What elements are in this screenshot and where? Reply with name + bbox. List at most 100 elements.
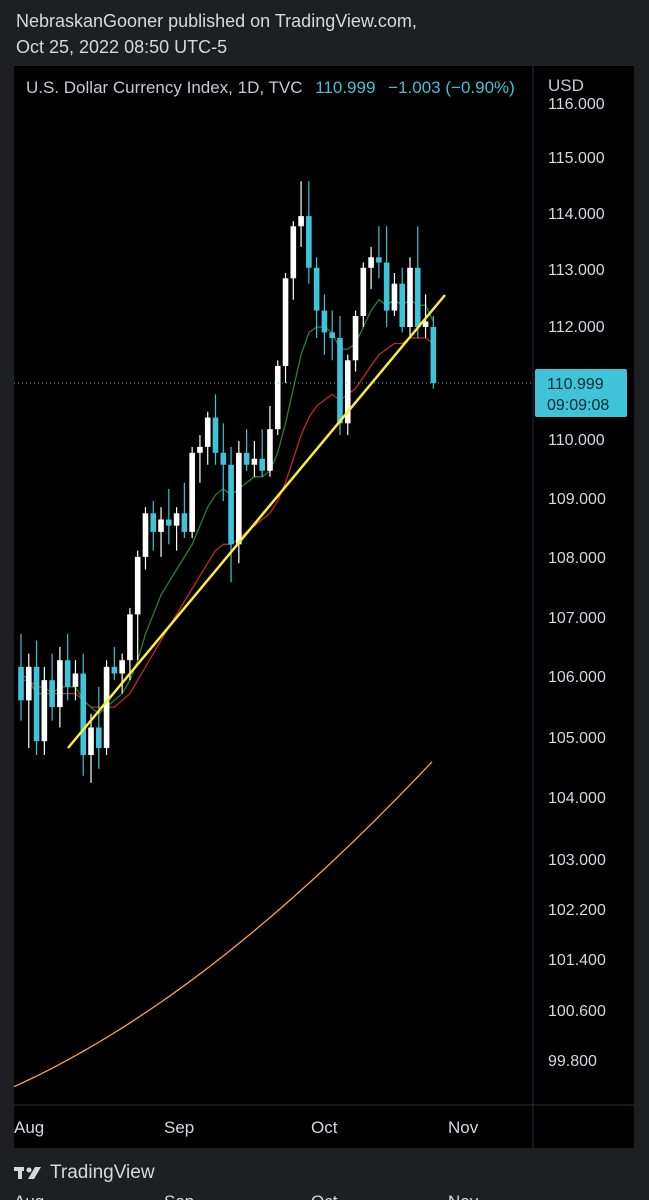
candle-body [422, 321, 429, 327]
candle-up [422, 294, 429, 339]
candle-up [127, 607, 133, 681]
x-tick-label-secondary: Sep [164, 1192, 194, 1200]
y-tick-label: 116.000 [548, 96, 605, 113]
brand-label: TradingView [50, 1162, 155, 1183]
x-tick-label-secondary: Aug [14, 1192, 44, 1200]
candle-up [407, 257, 413, 339]
candle-body [41, 680, 48, 742]
y-tick-label: 110.000 [548, 432, 605, 449]
candle-down [383, 226, 390, 327]
ema-slow-line [21, 337, 434, 708]
candle-down [80, 653, 87, 776]
chart-panel[interactable] [14, 66, 634, 1148]
ema-fast-line [20, 298, 434, 715]
candle-up [267, 405, 273, 477]
candle-body [251, 458, 258, 465]
chart-legend: U.S. Dollar Currency Index, 1D, TVC 110.… [26, 78, 515, 98]
candle-body [173, 513, 180, 526]
candle-body [72, 673, 79, 687]
candle-body [96, 727, 102, 749]
candle-up [173, 507, 180, 551]
candle-body [119, 660, 125, 674]
candle-down [259, 429, 265, 477]
y-tick-label: 108.000 [548, 550, 606, 567]
last-price-countdown: 09:09:08 [547, 397, 609, 414]
candle-body [290, 226, 297, 279]
publisher-line: NebraskanGooner published on TradingView… [16, 11, 417, 31]
price-change-label: −1.003 (−0.90%) [388, 78, 515, 97]
candle-up [189, 446, 195, 539]
y-tick-label: 102.200 [548, 902, 606, 919]
x-tick-label-secondary: Nov [448, 1192, 479, 1200]
candle-body [352, 316, 359, 361]
y-tick-label: 107.000 [548, 610, 606, 627]
candle-down [111, 647, 118, 681]
candle-body [306, 216, 312, 268]
tradingview-logo[interactable]: TradingView [14, 1162, 155, 1184]
candle-up [360, 262, 367, 327]
candle-body [243, 452, 250, 465]
candle-body [344, 360, 351, 424]
y-tick-label: 100.600 [548, 1003, 606, 1020]
candle-body [383, 262, 390, 311]
candle-body [407, 267, 413, 327]
candle-up [72, 660, 79, 701]
candle-down [337, 316, 343, 436]
candle-up [290, 221, 297, 300]
y-tick-label: 99.800 [548, 1053, 597, 1070]
candle-body [376, 257, 382, 263]
publish-header: NebraskanGooner published on TradingView… [16, 8, 417, 60]
candle-body [134, 556, 141, 615]
candle-body [430, 326, 437, 383]
y-tick-label: 105.000 [548, 730, 606, 747]
candle-body [18, 666, 24, 701]
candle-body [127, 614, 133, 661]
candle-up [119, 653, 125, 694]
candle-body [228, 464, 234, 545]
candle-up [41, 666, 48, 755]
y-tick-label: 109.000 [548, 491, 606, 508]
candle-body [49, 680, 55, 708]
y-tick-label: 103.000 [548, 852, 606, 869]
candle-body [414, 267, 421, 327]
candle-body [204, 417, 211, 447]
x-tick-label: Nov [448, 1118, 479, 1137]
candle-body [321, 310, 328, 333]
candle-down [430, 316, 437, 389]
x-tick-label-secondary: Oct [311, 1192, 338, 1200]
candle-body [57, 660, 63, 708]
y-tick-label: 101.400 [548, 952, 606, 969]
candle-down [228, 446, 234, 583]
secondary-time-axis: Aug Sep Oct Nov [0, 1188, 649, 1200]
candle-down [321, 294, 328, 355]
y-tick-label: 106.000 [548, 669, 606, 686]
candle-down [33, 640, 40, 755]
candle-up [204, 411, 211, 465]
candle-up [25, 653, 32, 749]
candle-up [57, 647, 63, 728]
candle-body [282, 278, 289, 366]
candle-body [368, 257, 374, 268]
candle-body [142, 513, 149, 557]
candle-down [243, 429, 250, 471]
tradingview-icon [14, 1167, 41, 1179]
candle-up [368, 246, 374, 290]
candle-body [259, 458, 265, 471]
symbol-label: U.S. Dollar Currency Index, 1D, TVC [26, 78, 303, 97]
candle-down [64, 633, 71, 701]
candle-down [49, 653, 55, 721]
candle-body [33, 666, 40, 742]
candle-up [142, 507, 149, 570]
candle-body [64, 660, 71, 687]
y-tick-label: 115.000 [548, 150, 605, 167]
last-price-badge [535, 369, 627, 417]
candle-body [337, 338, 343, 424]
candle-down [181, 482, 188, 539]
candle-body [111, 666, 118, 674]
candle-body [298, 216, 304, 227]
publish-date: Oct 25, 2022 08:50 UTC-5 [16, 37, 228, 57]
candle-body [220, 452, 227, 465]
candle-down [329, 310, 335, 361]
candle-up [103, 660, 110, 755]
